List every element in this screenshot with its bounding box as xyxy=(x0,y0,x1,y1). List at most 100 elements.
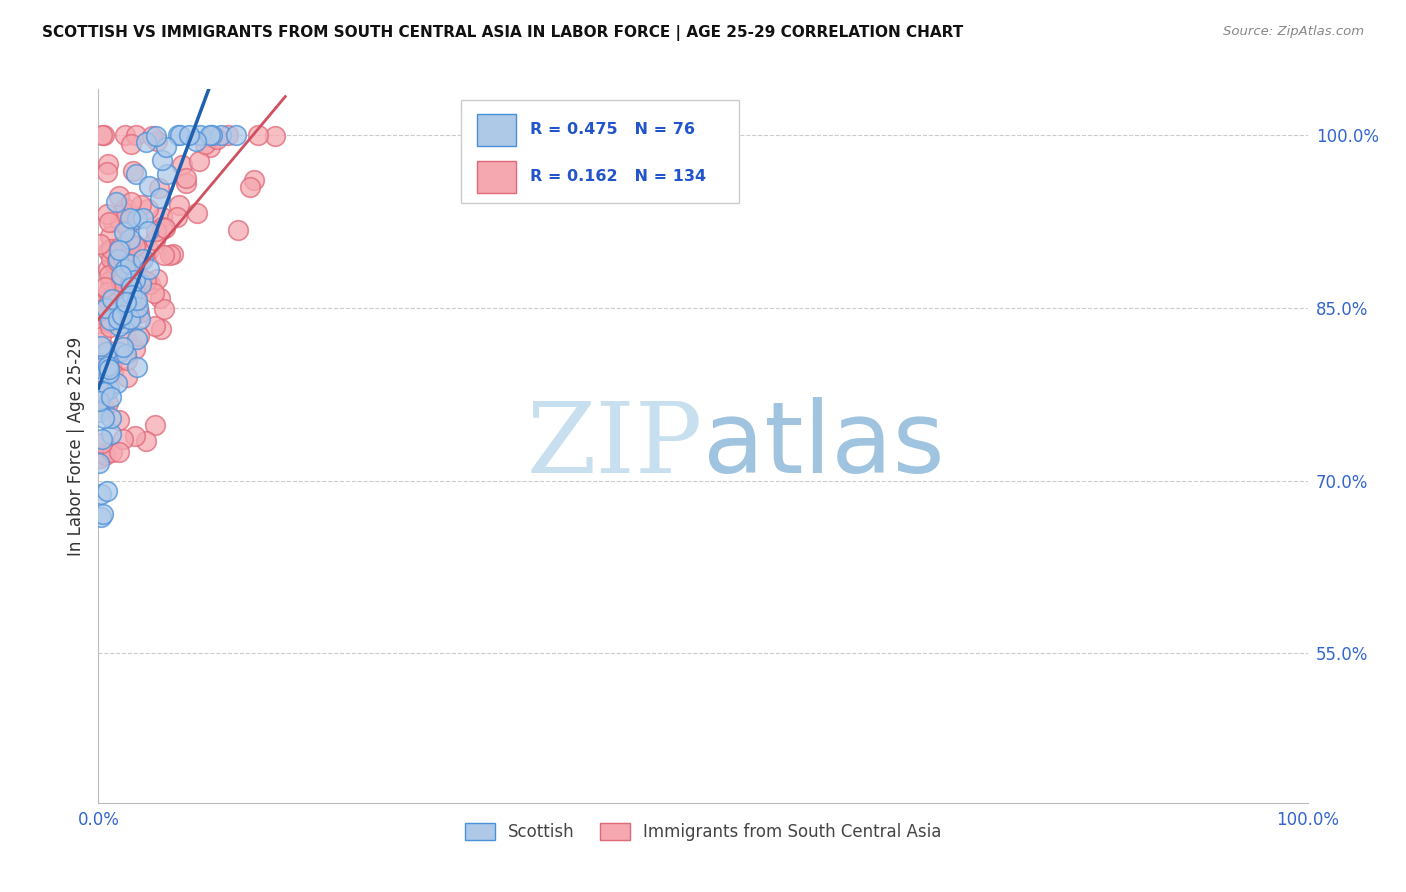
Point xyxy=(114,295,136,310)
Point xyxy=(89,384,111,399)
Y-axis label: In Labor Force | Age 25-29: In Labor Force | Age 25-29 xyxy=(66,336,84,556)
Point xyxy=(149,322,172,336)
Point xyxy=(111,274,134,288)
Point xyxy=(125,332,148,346)
Point xyxy=(201,128,224,143)
Point xyxy=(98,274,121,288)
Point xyxy=(112,226,135,240)
Point xyxy=(115,347,138,361)
Point xyxy=(200,140,222,154)
Point xyxy=(90,339,112,353)
Point xyxy=(100,411,122,425)
Point xyxy=(114,201,136,215)
Point xyxy=(120,195,142,210)
Point xyxy=(110,275,132,289)
Point xyxy=(114,128,136,143)
Point xyxy=(108,215,131,229)
Point xyxy=(169,128,191,143)
Point xyxy=(101,269,124,284)
Point xyxy=(89,361,111,376)
Point xyxy=(143,285,166,300)
Point xyxy=(101,354,124,368)
Point xyxy=(93,410,115,425)
Point xyxy=(94,361,117,376)
Point xyxy=(98,268,121,283)
Point xyxy=(97,261,120,276)
Point xyxy=(124,238,146,252)
Point xyxy=(124,273,146,287)
Point xyxy=(108,345,131,359)
Point xyxy=(149,292,172,306)
Point xyxy=(148,181,170,195)
Point xyxy=(138,261,160,276)
Point xyxy=(98,228,121,243)
Point xyxy=(96,355,118,369)
Point xyxy=(177,128,200,143)
Point xyxy=(188,128,211,143)
Point xyxy=(117,249,139,263)
Point xyxy=(136,224,159,238)
Point xyxy=(247,128,270,143)
Point xyxy=(100,426,122,441)
Point xyxy=(141,129,163,144)
Point xyxy=(170,158,193,172)
Point xyxy=(112,432,135,446)
Point xyxy=(159,248,181,262)
Point xyxy=(96,396,118,410)
Point xyxy=(101,288,124,302)
Point xyxy=(97,214,120,228)
Point xyxy=(162,247,184,261)
Point xyxy=(94,303,117,318)
Point xyxy=(186,134,208,148)
Point xyxy=(104,282,127,296)
Point xyxy=(93,401,115,415)
Point xyxy=(90,128,112,143)
Text: SCOTTISH VS IMMIGRANTS FROM SOUTH CENTRAL ASIA IN LABOR FORCE | AGE 25-29 CORREL: SCOTTISH VS IMMIGRANTS FROM SOUTH CENTRA… xyxy=(42,25,963,41)
Point xyxy=(96,206,118,220)
Point xyxy=(129,277,152,291)
Point xyxy=(264,128,287,143)
Point xyxy=(186,206,208,220)
Point xyxy=(98,366,121,380)
Point xyxy=(98,294,121,309)
Point xyxy=(111,308,134,322)
Point xyxy=(194,136,217,151)
Point xyxy=(93,280,115,294)
Point xyxy=(135,434,157,448)
Point xyxy=(107,445,129,459)
Point xyxy=(115,330,138,344)
Text: ZIP: ZIP xyxy=(527,398,703,494)
Point xyxy=(100,252,122,266)
Point xyxy=(174,171,197,186)
Text: Source: ZipAtlas.com: Source: ZipAtlas.com xyxy=(1223,25,1364,38)
Bar xyxy=(477,161,516,193)
Point xyxy=(114,251,136,265)
Point xyxy=(87,316,110,330)
Point xyxy=(96,301,118,315)
Point xyxy=(108,319,131,334)
Point xyxy=(105,254,128,268)
Point xyxy=(91,507,114,521)
Point xyxy=(167,128,190,143)
Point xyxy=(120,277,142,292)
Point xyxy=(166,210,188,224)
Point xyxy=(101,445,124,459)
Point xyxy=(87,456,110,470)
Point xyxy=(97,244,120,258)
Point xyxy=(143,418,166,433)
Point xyxy=(121,164,143,178)
Point xyxy=(226,223,249,237)
Point xyxy=(115,370,138,384)
Point xyxy=(131,272,153,286)
Point xyxy=(138,179,160,194)
Point xyxy=(121,287,143,301)
Point xyxy=(112,317,135,331)
Point xyxy=(103,255,125,269)
Point xyxy=(124,238,146,252)
Point xyxy=(87,405,110,419)
Point xyxy=(89,393,111,408)
Point xyxy=(103,215,125,229)
Point xyxy=(104,195,127,210)
Point xyxy=(91,446,114,460)
Point xyxy=(120,295,142,310)
